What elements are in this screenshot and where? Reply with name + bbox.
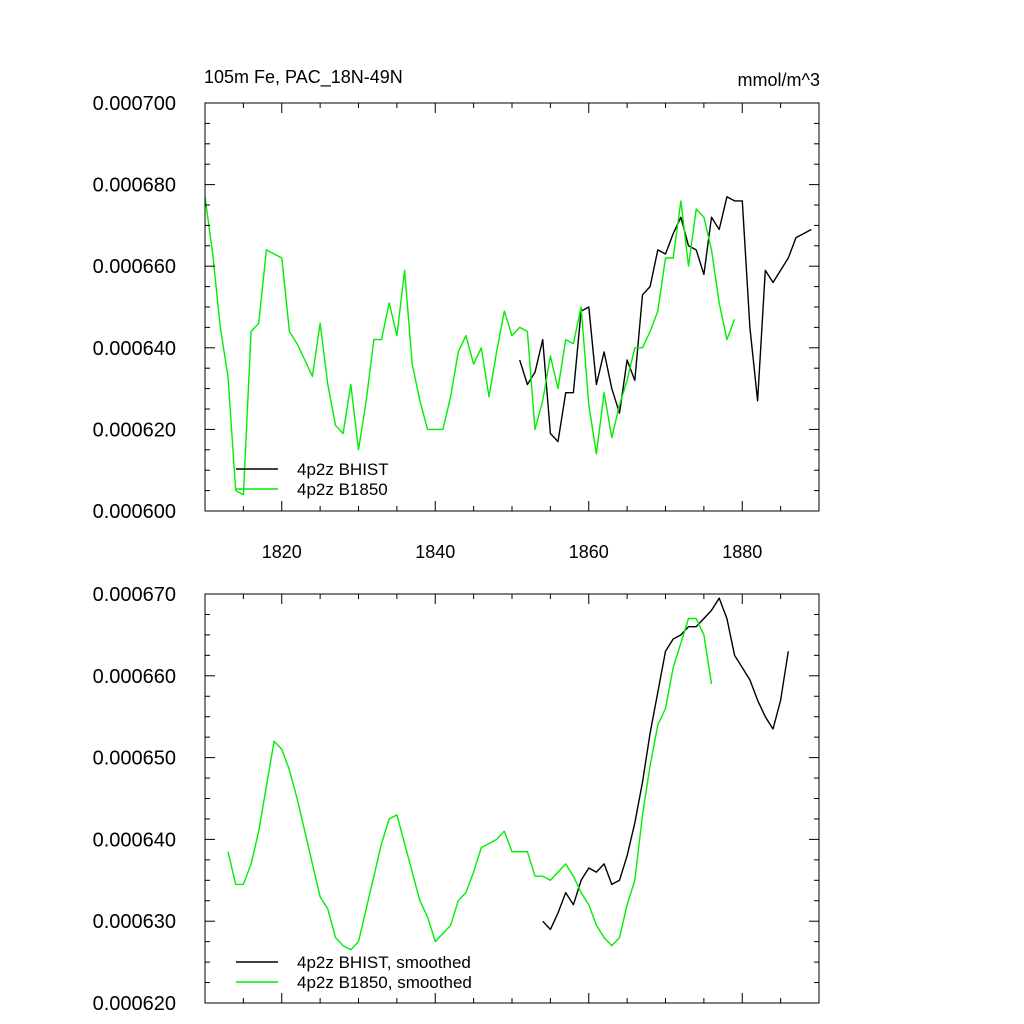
y-tick-label: 0.000640 bbox=[93, 338, 176, 360]
chart-panel-1: 1820 1840 1860 1880 0.000600 0.000620 0.000640… bbox=[93, 93, 820, 562]
y-tick-label: 0.000700 bbox=[93, 93, 176, 115]
legend-label: 4p2z BHIST, smoothed bbox=[297, 953, 471, 972]
x-tick-label: 1820 bbox=[262, 542, 302, 562]
y-tick-label: 0.000600 bbox=[93, 501, 176, 523]
chart-panel-2: 0.000620 0.000630 0.000640 0.000650 0.000660… bbox=[93, 584, 820, 1015]
y-tick-label: 0.000660 bbox=[93, 256, 176, 278]
y-tick-label: 0.000620 bbox=[93, 993, 176, 1015]
y-tick-label: 0.000680 bbox=[93, 175, 176, 197]
x-tick-label: 1860 bbox=[569, 542, 609, 562]
y-tick-label: 0.000650 bbox=[93, 748, 176, 770]
y-tick-label: 0.000670 bbox=[93, 584, 176, 606]
plot-frame bbox=[204, 102, 820, 512]
x-tick-label: 1840 bbox=[415, 542, 455, 562]
x-tick-label: 1880 bbox=[722, 542, 762, 562]
y-tick-label: 0.000660 bbox=[93, 666, 176, 688]
series-line-1 bbox=[542, 597, 789, 931]
series-line-2 bbox=[227, 617, 713, 951]
legend-label: 4p2z BHIST bbox=[297, 460, 389, 479]
series-line-2 bbox=[204, 196, 736, 496]
series-line-1 bbox=[519, 196, 812, 443]
legend-label: 4p2z B1850 bbox=[297, 480, 388, 499]
y-tick-label: 0.000640 bbox=[93, 829, 176, 851]
units-label: mmol/m^3 bbox=[737, 70, 820, 90]
legend-label: 4p2z B1850, smoothed bbox=[297, 973, 472, 992]
figure-title: 105m Fe, PAC_18N-49N bbox=[204, 67, 403, 87]
y-tick-label: 0.000620 bbox=[93, 419, 176, 441]
y-tick-label: 0.000630 bbox=[93, 911, 176, 933]
